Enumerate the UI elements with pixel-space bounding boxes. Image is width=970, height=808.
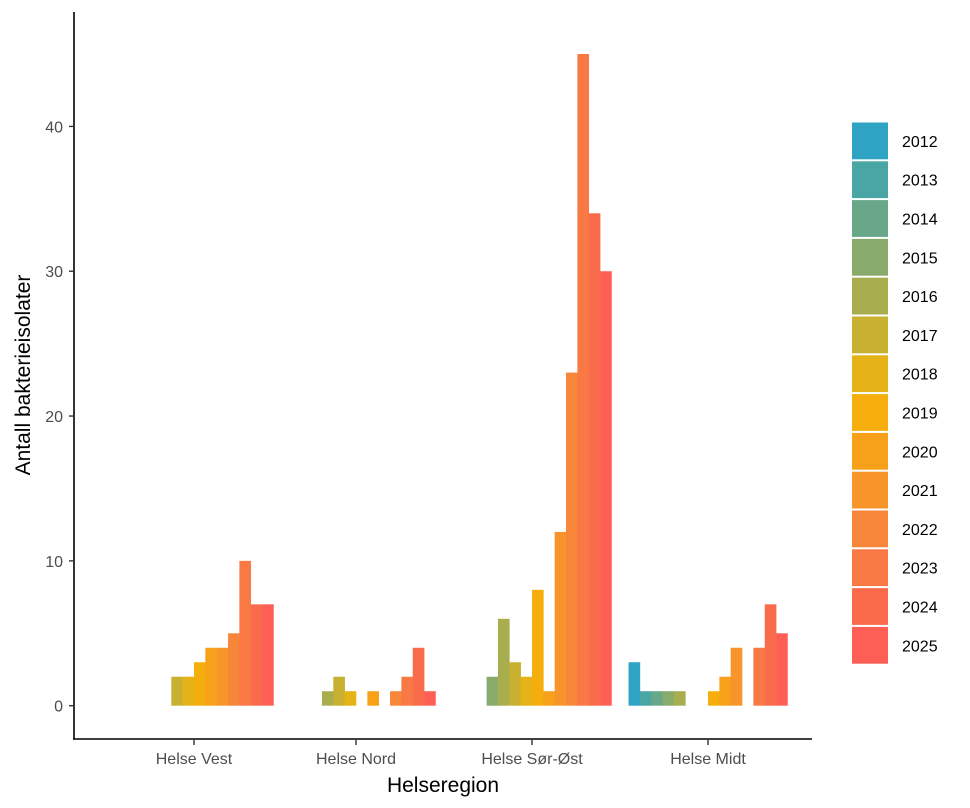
bar-helse-s-r-st-2015 xyxy=(486,676,499,706)
bar-helse-midt-2020 xyxy=(719,676,731,706)
bar-helse-s-r-st-2019 xyxy=(532,589,544,706)
bar-helse-vest-2018 xyxy=(182,676,195,706)
bar-helse-nord-2016 xyxy=(321,691,334,706)
legend-key-2021 xyxy=(852,471,888,509)
bar-helse-s-r-st-2024 xyxy=(588,213,601,706)
legend-label-2019: 2019 xyxy=(902,406,938,423)
bar-helse-vest-2022 xyxy=(228,633,240,706)
bar-helse-midt-2012 xyxy=(628,662,641,706)
y-tick-label: 30 xyxy=(45,264,63,281)
bar-helse-nord-2018 xyxy=(344,691,357,706)
y-axis-title: Antall bakterieisolater xyxy=(12,275,35,476)
bar-helse-s-r-st-2023 xyxy=(577,54,590,706)
legend-label-2021: 2021 xyxy=(902,483,938,500)
bar-helse-vest-2017 xyxy=(171,676,183,706)
legend-label-2015: 2015 xyxy=(902,250,938,267)
legend-key-2024 xyxy=(852,588,888,625)
bar-helse-midt-2019 xyxy=(708,691,720,706)
y-ticks: 0 10 20 30 40 xyxy=(45,119,74,716)
bar-helse-vest-2019 xyxy=(194,662,206,706)
bar-helse-nord-2020 xyxy=(367,691,379,706)
legend-key-2025 xyxy=(852,626,888,664)
bar-helse-midt-2016 xyxy=(673,691,686,706)
legend-label-2013: 2013 xyxy=(902,173,938,190)
legend-label-2025: 2025 xyxy=(902,638,938,655)
legend-key-2015 xyxy=(852,238,888,276)
x-tick-label: Helse Vest xyxy=(156,751,233,768)
legend-key-2023 xyxy=(852,549,888,587)
bar-helse-midt-2014 xyxy=(651,691,663,706)
y-tick-label: 10 xyxy=(45,554,63,571)
bar-helse-s-r-st-2016 xyxy=(497,618,510,706)
legend-label-2024: 2024 xyxy=(902,600,938,617)
legend-key-2016 xyxy=(852,277,888,315)
bar-helse-midt-2013 xyxy=(639,691,652,706)
bar-helse-midt-2015 xyxy=(662,691,675,706)
bars-layer xyxy=(171,54,788,706)
bar-helse-nord-2022 xyxy=(390,691,402,706)
legend-key-2018 xyxy=(852,355,888,393)
legend-key-2019 xyxy=(852,394,888,431)
legend-key-2022 xyxy=(852,510,888,548)
legend-key-2012 xyxy=(852,122,888,160)
legend-label-2012: 2012 xyxy=(902,134,938,151)
bar-helse-s-r-st-2017 xyxy=(509,662,521,706)
bar-helse-vest-2025 xyxy=(262,604,274,706)
legend-label-2022: 2022 xyxy=(902,522,938,539)
bar-helse-s-r-st-2018 xyxy=(520,676,533,706)
legend-key-2020 xyxy=(852,432,888,470)
x-tick-label: Helse Sør-Øst xyxy=(481,751,583,768)
bar-helse-s-r-st-2022 xyxy=(566,372,578,706)
bar-helse-nord-2023 xyxy=(401,676,414,706)
y-tick-label: 40 xyxy=(45,119,63,136)
bar-helse-midt-2023 xyxy=(753,647,766,706)
legend-key-2017 xyxy=(852,316,888,354)
legend-label-2016: 2016 xyxy=(902,289,938,306)
legend-key-2014 xyxy=(852,200,888,237)
x-tick-label: Helse Nord xyxy=(316,751,396,768)
legend-label-2018: 2018 xyxy=(902,367,938,384)
bar-helse-vest-2021 xyxy=(216,647,229,706)
bar-helse-s-r-st-2021 xyxy=(554,531,567,706)
legend-label-2020: 2020 xyxy=(902,444,938,461)
bar-helse-s-r-st-2020 xyxy=(543,691,555,706)
y-tick-label: 0 xyxy=(54,699,63,716)
bar-helse-midt-2025 xyxy=(776,633,788,706)
legend-key-2013 xyxy=(852,161,888,199)
x-axis-title: Helseregion xyxy=(387,774,499,797)
bar-helse-vest-2024 xyxy=(250,604,263,706)
bar-helse-s-r-st-2025 xyxy=(600,271,612,706)
x-tick-label: Helse Midt xyxy=(670,751,746,768)
bar-helse-midt-2024 xyxy=(764,604,777,706)
bar-helse-nord-2024 xyxy=(412,647,425,706)
legend-label-2017: 2017 xyxy=(902,328,938,345)
legend: 2012 2013 2014 2015 2016 2017 2018 2019 2020 2021… xyxy=(852,122,938,664)
y-tick-label: 20 xyxy=(45,409,63,426)
bar-helse-vest-2020 xyxy=(205,647,217,706)
legend-label-2023: 2023 xyxy=(902,561,938,578)
x-ticks: Helse Vest Helse Nord Helse Sør-Øst Helse M… xyxy=(156,739,746,768)
bar-helse-nord-2025 xyxy=(424,691,436,706)
legend-label-2014: 2014 xyxy=(902,212,938,229)
bar-helse-nord-2017 xyxy=(333,676,345,706)
bar-helse-midt-2021 xyxy=(730,647,743,706)
bar-helse-vest-2023 xyxy=(239,560,252,706)
